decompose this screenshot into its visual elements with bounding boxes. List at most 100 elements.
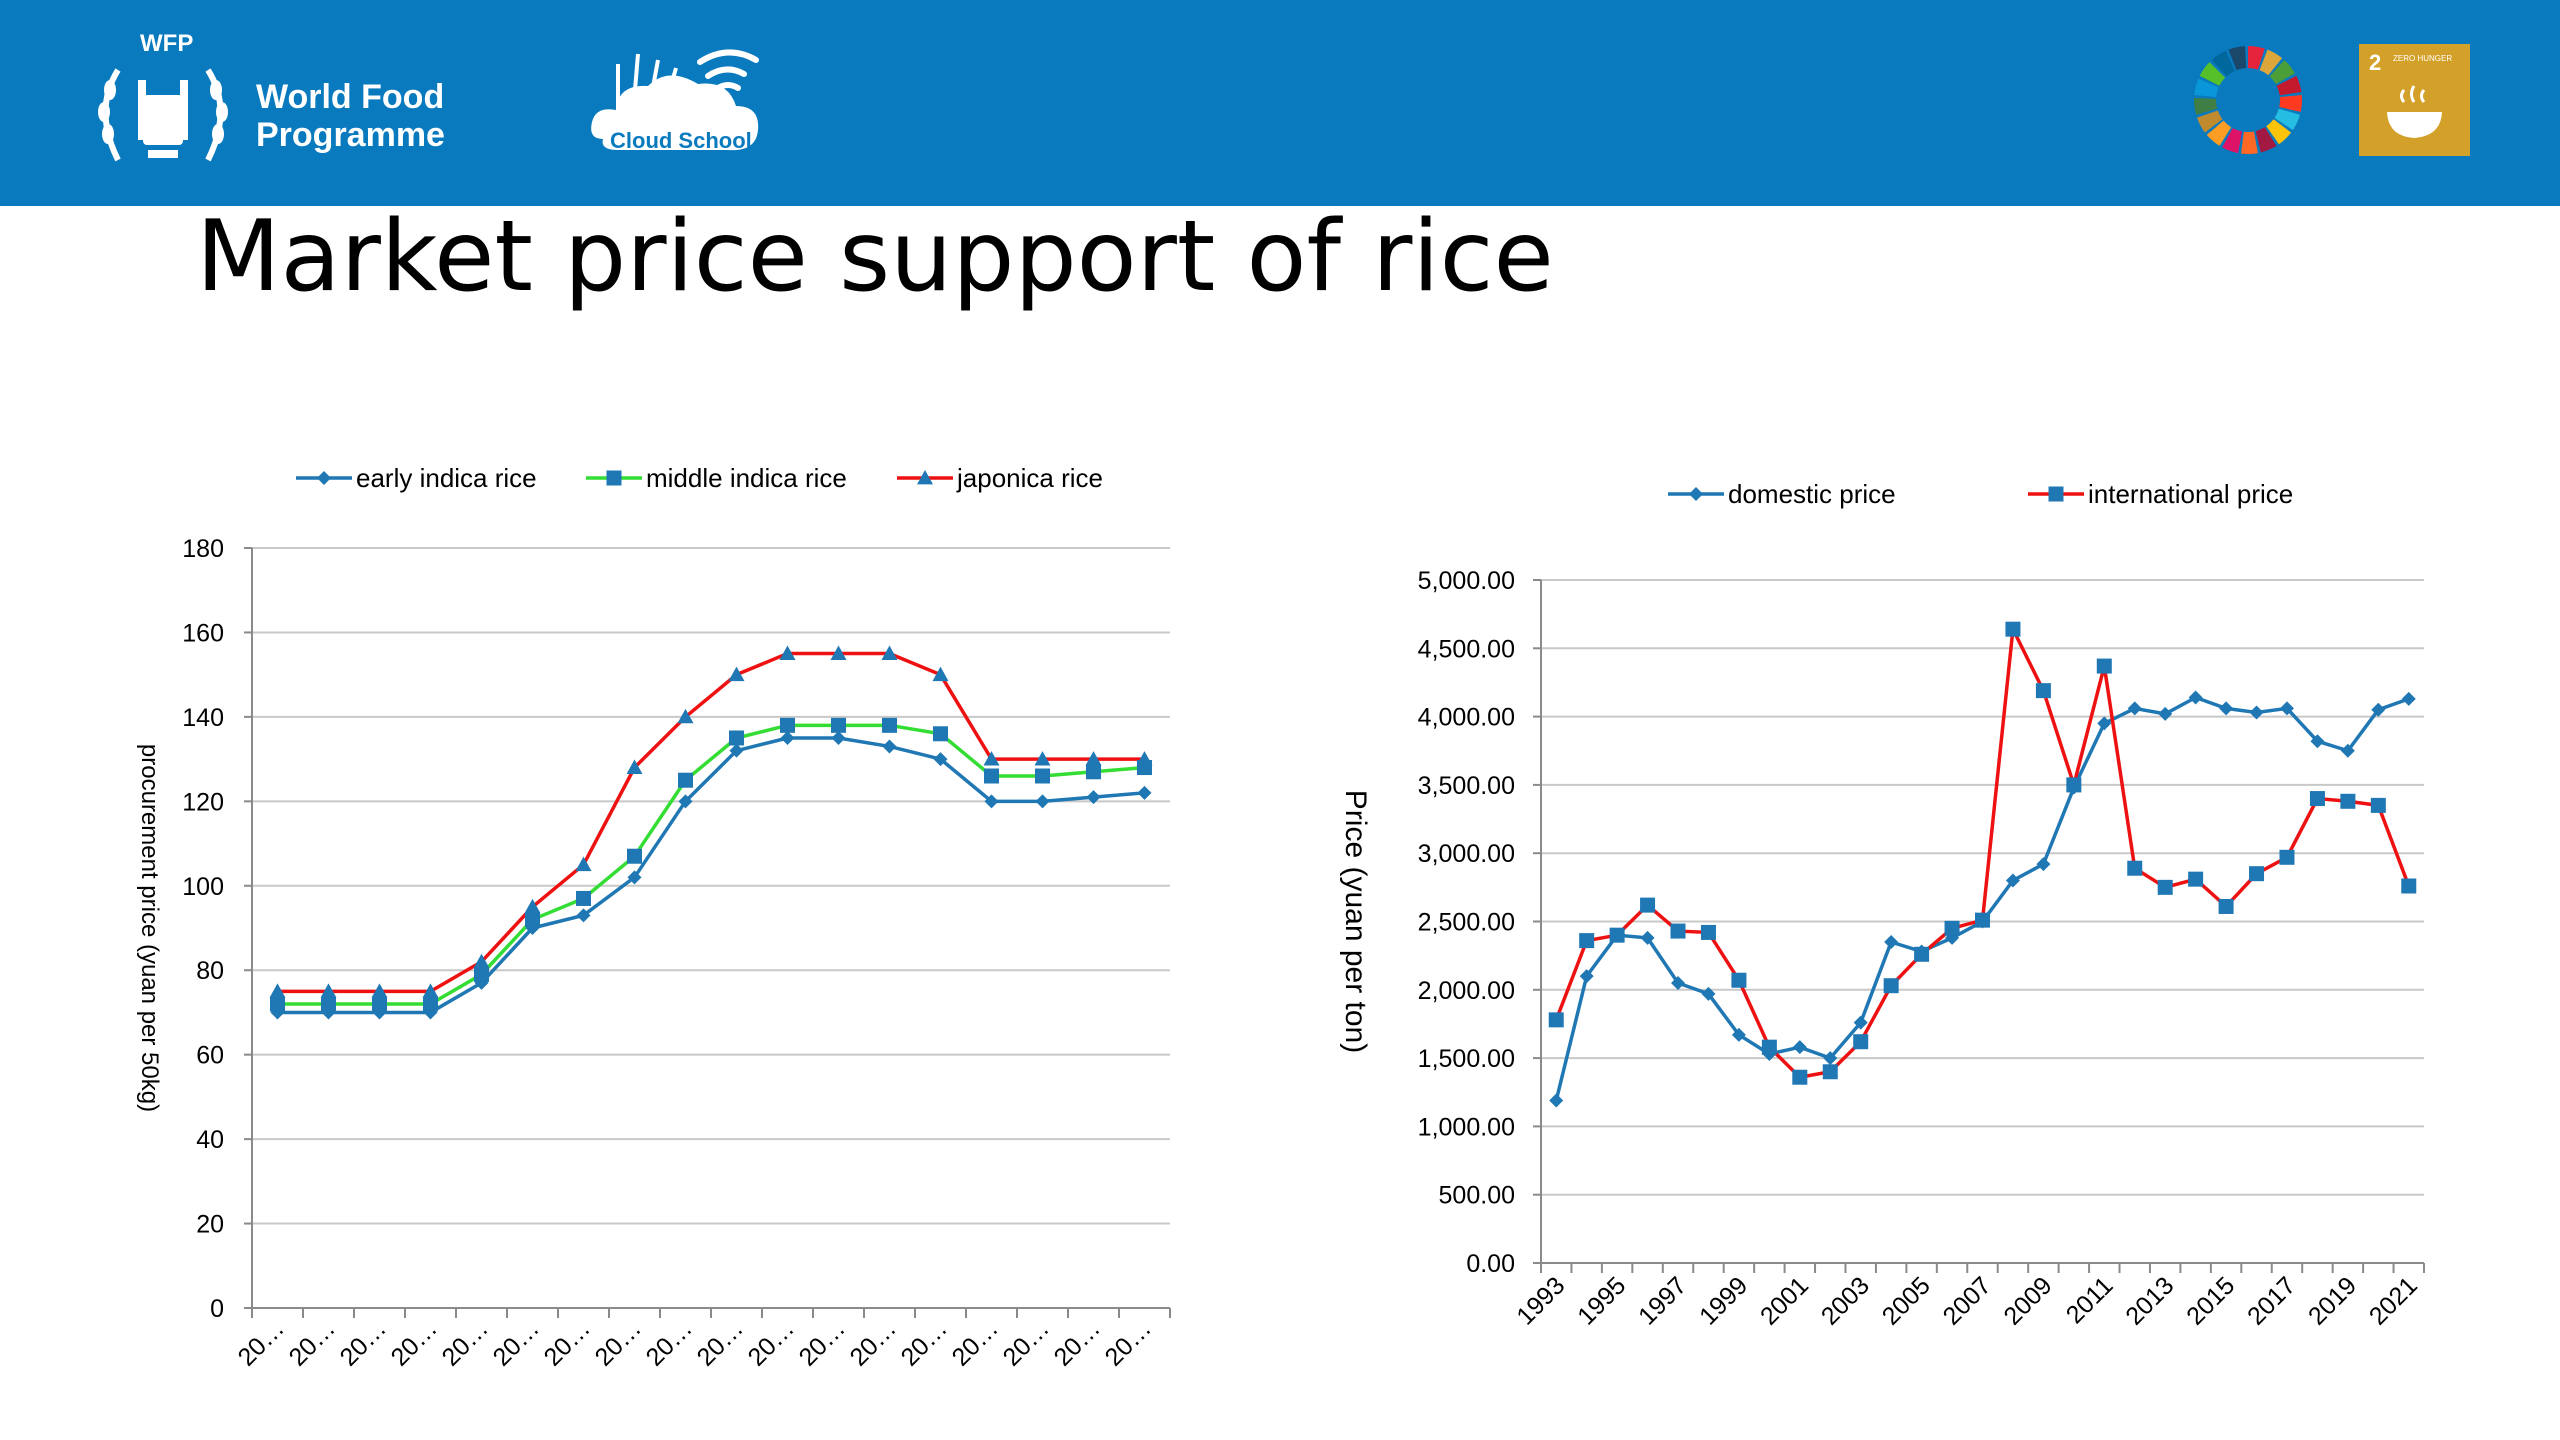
data-point (525, 912, 540, 928)
cloud-school-label: Cloud School (610, 128, 752, 153)
data-point (270, 1005, 285, 1020)
x-tick-label: 20… (284, 1314, 341, 1371)
y-tick-label: 1,000.00 (1418, 1113, 1515, 1141)
data-point (321, 1005, 336, 1020)
data-point (933, 752, 948, 767)
chart-left-group: 02040608010012014016018020…20…20…20…20…2… (136, 463, 1171, 1372)
data-point (1792, 1069, 1808, 1085)
data-point (270, 996, 285, 1012)
data-point (2340, 743, 2355, 758)
sdg-wheel-segment (2266, 119, 2292, 145)
x-tick-label: 1999 (1694, 1271, 1753, 1330)
legend-label: international price (2088, 479, 2293, 509)
data-point (1548, 1012, 1564, 1028)
sdg-wheel-segment (2222, 128, 2243, 154)
data-point (1731, 972, 1747, 988)
data-point (1035, 768, 1050, 784)
data-point (831, 731, 846, 745)
legend-marker (317, 471, 331, 485)
data-point (2370, 797, 2386, 813)
y-tick-label: 3,000.00 (1418, 840, 1515, 868)
y-tick-label: 1,500.00 (1418, 1045, 1515, 1073)
data-point (422, 983, 439, 998)
data-point (1086, 764, 1101, 780)
data-point (1884, 934, 1899, 949)
sdg-wheel-segment (2274, 108, 2300, 131)
data-point (728, 666, 745, 682)
sdg-wheel-segment (2196, 110, 2223, 133)
data-point (1136, 751, 1153, 766)
x-tick-label: 1997 (1633, 1271, 1692, 1330)
data-point (626, 759, 643, 774)
wfp-name-line2: Programme (256, 116, 445, 154)
series-line (277, 723, 1145, 1006)
data-point (627, 848, 642, 864)
data-point (576, 890, 591, 906)
sdg-wheel-icon[interactable] (2192, 44, 2304, 156)
y-tick-label: 3,500.00 (1418, 772, 1515, 800)
data-point (780, 717, 795, 733)
x-tick-label: 20… (641, 1314, 698, 1371)
data-point (1975, 912, 1990, 928)
data-point (1700, 924, 1716, 940)
x-tick-label: 2021 (2364, 1271, 2423, 1330)
sdg-wheel-segment (2194, 98, 2218, 115)
data-point (1609, 927, 1625, 943)
data-point (473, 953, 490, 969)
data-point (831, 717, 846, 733)
cloud-school-logo[interactable]: Cloud School (588, 44, 788, 174)
data-point (2005, 621, 2021, 637)
data-point (2279, 701, 2294, 716)
x-tick-label: 20… (845, 1314, 902, 1371)
wfp-name-line1: World Food (256, 78, 445, 116)
sdg-goal-number: 2 (2369, 50, 2382, 75)
legend-marker (606, 470, 622, 486)
sdg-wheel-segment (2199, 62, 2226, 86)
data-point (423, 1005, 438, 1020)
data-point (1671, 975, 1686, 990)
sdg-wheel-segment (2279, 95, 2302, 112)
data-point (372, 996, 387, 1012)
y-tick-label: 60 (196, 1042, 224, 1070)
data-point (1137, 785, 1152, 800)
y-tick-label: 500.00 (1439, 1182, 1515, 1210)
data-point (321, 996, 336, 1012)
y-tick-label: 40 (196, 1126, 224, 1154)
data-point (2066, 777, 2082, 793)
data-point (2127, 860, 2143, 876)
data-point (1761, 1039, 1777, 1055)
sdg-wheel-segment (2255, 127, 2277, 153)
data-point (1137, 760, 1152, 776)
x-tick-label: 20… (488, 1314, 545, 1371)
bowl-icon (2387, 85, 2442, 138)
sdg-goal-2-icon[interactable]: 2 ZERO HUNGER (2359, 44, 2470, 156)
data-point (1579, 969, 1594, 984)
data-point (2218, 898, 2234, 914)
sdg-goal-label: ZERO HUNGER (2393, 54, 2453, 63)
x-tick-label: 20… (947, 1314, 1004, 1371)
sdg-wheel-segment (2206, 120, 2232, 146)
x-tick-label: 20… (233, 1314, 290, 1371)
data-point (2157, 879, 2173, 895)
data-point (1914, 946, 1930, 962)
y-tick-label: 2,500.00 (1418, 909, 1515, 937)
data-point (2097, 716, 2112, 731)
data-point (371, 983, 388, 998)
data-point (1549, 1093, 1564, 1108)
data-point (576, 908, 591, 923)
data-point (474, 966, 489, 982)
data-point (1085, 751, 1102, 766)
wfp-logo[interactable]: WFP World Food Programme (88, 30, 468, 190)
x-tick-label: 20… (998, 1314, 1055, 1371)
data-point (1883, 978, 1899, 994)
data-point (1914, 944, 1929, 959)
data-point (2188, 871, 2204, 887)
data-point (1640, 897, 1656, 913)
data-point (882, 739, 897, 754)
y-axis-title: procurement price (yuan per 50kg) (136, 744, 163, 1112)
data-point (1701, 986, 1716, 1001)
data-point (2035, 683, 2051, 699)
series-line (1554, 695, 2410, 1101)
y-tick-label: 160 (182, 619, 224, 647)
data-point (2036, 857, 2051, 872)
